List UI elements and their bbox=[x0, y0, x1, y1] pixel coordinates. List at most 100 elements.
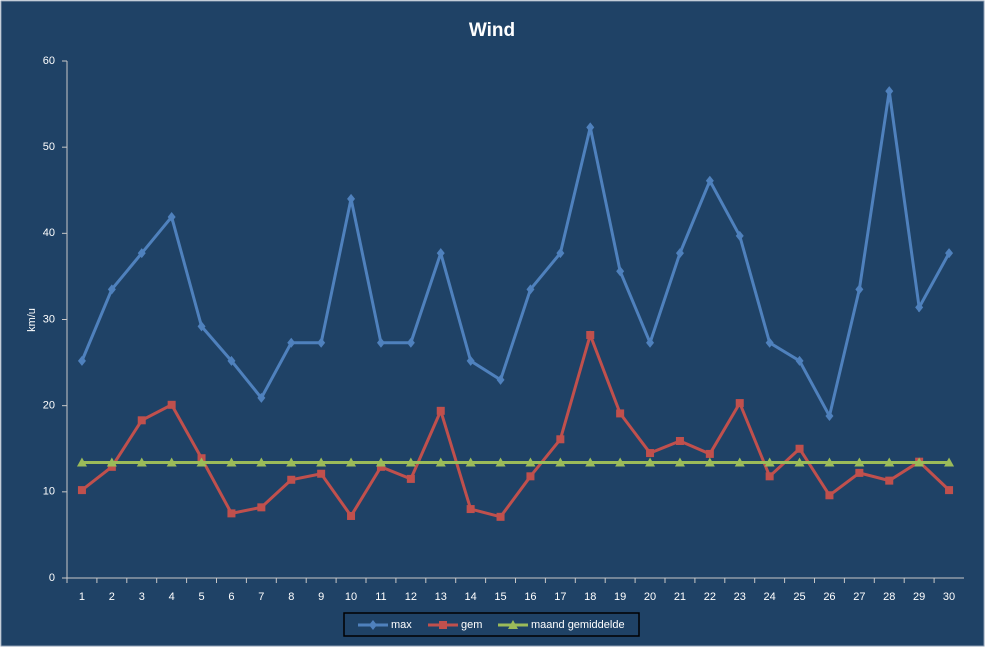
marker bbox=[317, 469, 326, 478]
marker bbox=[884, 457, 895, 467]
marker bbox=[616, 266, 625, 277]
marker bbox=[465, 457, 476, 467]
marker bbox=[317, 337, 326, 348]
x-tick-label: 19 bbox=[614, 591, 626, 603]
y-tick-label: 20 bbox=[43, 400, 55, 412]
marker bbox=[734, 457, 745, 467]
x-tick-label: 2 bbox=[109, 591, 115, 603]
marker bbox=[77, 486, 86, 495]
marker bbox=[795, 444, 804, 453]
marker bbox=[825, 411, 834, 422]
marker bbox=[705, 449, 714, 458]
marker bbox=[369, 620, 377, 630]
marker bbox=[764, 457, 775, 467]
marker bbox=[585, 457, 596, 467]
marker bbox=[854, 457, 865, 467]
x-tick-label: 24 bbox=[764, 591, 776, 603]
x-tick-label: 26 bbox=[823, 591, 835, 603]
y-tick-label: 30 bbox=[43, 313, 55, 325]
marker bbox=[615, 457, 626, 467]
y-tick-label: 0 bbox=[49, 572, 55, 584]
marker bbox=[107, 462, 116, 471]
marker bbox=[646, 449, 655, 458]
marker bbox=[466, 355, 475, 366]
marker bbox=[227, 355, 236, 366]
marker bbox=[675, 436, 684, 445]
marker bbox=[197, 321, 206, 332]
marker bbox=[496, 512, 505, 521]
marker bbox=[704, 457, 715, 467]
marker bbox=[375, 457, 386, 467]
marker bbox=[466, 505, 475, 514]
marker bbox=[675, 248, 684, 259]
marker bbox=[945, 248, 954, 259]
marker bbox=[674, 457, 685, 467]
marker bbox=[794, 457, 805, 467]
marker bbox=[347, 511, 356, 520]
x-tick-label: 4 bbox=[169, 591, 175, 603]
marker bbox=[77, 355, 86, 366]
marker bbox=[944, 457, 955, 467]
x-tick-label: 25 bbox=[793, 591, 805, 603]
marker bbox=[586, 122, 595, 133]
chart-title: Wind bbox=[469, 20, 515, 41]
marker bbox=[196, 457, 207, 467]
marker bbox=[645, 457, 656, 467]
x-tick-label: 8 bbox=[288, 591, 294, 603]
y-axis-label: km/u bbox=[26, 308, 38, 332]
marker bbox=[855, 284, 864, 295]
x-tick-label: 10 bbox=[345, 591, 357, 603]
marker bbox=[167, 400, 176, 409]
x-tick-label: 3 bbox=[139, 591, 145, 603]
legend-label: maand gemiddelde bbox=[531, 619, 625, 631]
x-tick-label: 21 bbox=[674, 591, 686, 603]
x-tick-label: 30 bbox=[943, 591, 955, 603]
x-tick-label: 17 bbox=[554, 591, 566, 603]
legend-label: gem bbox=[461, 619, 482, 631]
legend-label: max bbox=[391, 619, 412, 631]
marker bbox=[765, 337, 774, 348]
x-tick-label: 11 bbox=[375, 591, 386, 603]
marker bbox=[735, 230, 744, 241]
y-tick-label: 50 bbox=[43, 141, 55, 153]
x-tick-label: 16 bbox=[524, 591, 536, 603]
x-tick-label: 13 bbox=[435, 591, 447, 603]
marker bbox=[137, 248, 146, 259]
marker bbox=[556, 435, 565, 444]
marker bbox=[824, 457, 835, 467]
marker bbox=[347, 193, 356, 204]
x-tick-label: 23 bbox=[734, 591, 746, 603]
x-tick-label: 6 bbox=[228, 591, 234, 603]
marker bbox=[287, 475, 296, 484]
marker bbox=[556, 248, 565, 259]
marker bbox=[495, 457, 506, 467]
marker bbox=[526, 472, 535, 481]
marker bbox=[508, 620, 518, 629]
marker bbox=[496, 374, 505, 385]
x-tick-label: 20 bbox=[644, 591, 656, 603]
marker bbox=[526, 284, 535, 295]
x-tick-label: 22 bbox=[704, 591, 716, 603]
marker bbox=[376, 462, 385, 471]
marker bbox=[405, 457, 416, 467]
x-tick-label: 5 bbox=[198, 591, 204, 603]
marker bbox=[406, 337, 415, 348]
marker bbox=[346, 457, 357, 467]
marker bbox=[885, 86, 894, 97]
y-tick-label: 10 bbox=[43, 486, 55, 498]
marker bbox=[586, 331, 595, 340]
marker bbox=[287, 337, 296, 348]
marker bbox=[616, 409, 625, 418]
marker bbox=[439, 621, 447, 629]
marker bbox=[795, 355, 804, 366]
marker bbox=[436, 248, 445, 259]
marker bbox=[316, 457, 327, 467]
x-tick-label: 18 bbox=[584, 591, 596, 603]
marker bbox=[855, 468, 864, 477]
marker bbox=[227, 509, 236, 518]
x-tick-label: 14 bbox=[465, 591, 477, 603]
series-line bbox=[81, 330, 951, 519]
x-tick-label: 27 bbox=[853, 591, 865, 603]
